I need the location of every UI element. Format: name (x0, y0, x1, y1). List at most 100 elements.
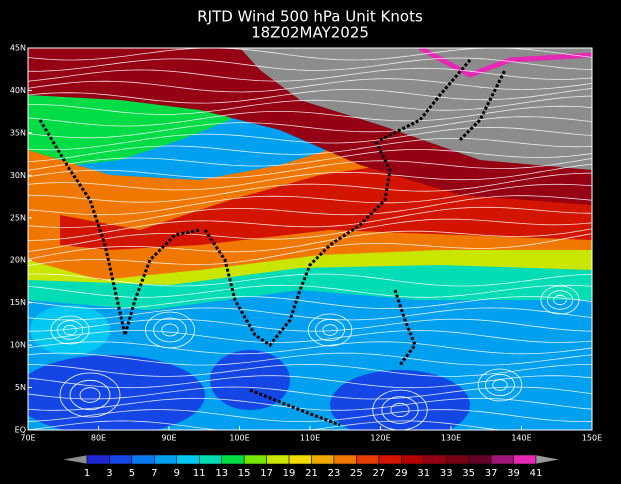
streamline (28, 341, 592, 355)
colorbar-box (266, 454, 290, 465)
colorbar-box (311, 454, 335, 465)
colorbar-label: 1 (84, 468, 90, 479)
colorbar-label: 21 (305, 468, 318, 479)
colorbar-label: 37 (485, 468, 498, 479)
streamline (28, 78, 592, 93)
colorbar-box (154, 454, 178, 465)
streamline (28, 149, 592, 171)
colorbar-label: 3 (106, 468, 112, 479)
colorbar-box (423, 454, 447, 465)
streamline (28, 138, 592, 163)
colorbar-box (356, 454, 380, 465)
colorbar-box (288, 454, 312, 465)
streamline (28, 307, 592, 321)
streamline (28, 409, 592, 422)
streamline (28, 273, 592, 287)
colorbar-box (221, 454, 245, 465)
lat-tick-label: 20N (10, 256, 26, 265)
field-contour (418, 48, 592, 78)
colorbar-box (131, 454, 155, 465)
colorbar-label: 29 (395, 468, 408, 479)
streamline-eddy (492, 379, 508, 391)
streamline-eddy (381, 396, 419, 424)
streamline (28, 105, 592, 127)
streamline (28, 284, 592, 298)
streamline (28, 218, 592, 252)
lon-tick-label: 110E (300, 434, 320, 443)
streamline (28, 67, 592, 82)
coastlines (38, 59, 507, 427)
colorbar-box (176, 454, 200, 465)
streamline-eddy (322, 324, 338, 336)
lon-tick-label: 120E (370, 434, 390, 443)
title: RJTD Wind 500 hPa Unit Knots (197, 8, 423, 26)
colorbar-label: 15 (238, 468, 251, 479)
streamline-eddy (79, 387, 101, 403)
streamline (28, 233, 592, 267)
colorbar-box (468, 454, 492, 465)
lon-tick-label: 130E (441, 434, 461, 443)
streamline-eddy (315, 318, 345, 342)
streamline (28, 352, 592, 366)
wind-field (28, 48, 592, 430)
colorbar-label: 9 (174, 468, 180, 479)
streamline (28, 296, 592, 310)
streamline (28, 88, 592, 104)
streamline (28, 95, 592, 115)
coastline (203, 139, 392, 348)
colorbar-label: 19 (283, 468, 296, 479)
colorbar-box (401, 454, 424, 465)
lon-tick-label: 90E (161, 434, 176, 443)
streamline (28, 116, 592, 139)
lon-tick-label: 150E (582, 434, 602, 443)
streamline (28, 228, 592, 260)
streamline-eddy (372, 389, 428, 430)
colorbar-label: 33 (440, 468, 453, 479)
lat-tick-label: 5N (15, 383, 26, 392)
streamlines (28, 48, 592, 430)
lon-tick-label: 80E (91, 434, 106, 443)
colorbar-box (378, 454, 402, 465)
streamline (28, 397, 592, 411)
streamline-eddy (485, 373, 515, 397)
colorbar-label: 31 (417, 468, 430, 479)
streamline-eddy (540, 285, 580, 315)
colorbar: 1 3 5 7 9 11 13 15 17 19 21 23 25 27 29 31 33 35 37 39 41 (61, 454, 561, 479)
colorbar-box (199, 454, 222, 465)
colorbar-label: 11 (193, 468, 206, 479)
coastline (38, 119, 201, 336)
streamline-eddy (390, 402, 410, 418)
streamline-eddy (56, 320, 84, 340)
colorbar-box (86, 454, 110, 465)
coastline (458, 69, 507, 142)
streamline (28, 172, 592, 203)
colorbar-box (333, 454, 357, 465)
lat-tick-label: 35N (10, 128, 26, 137)
colorbar-box (445, 454, 469, 465)
colorbar-arrow (535, 454, 561, 465)
lat-tick-label: 40N (10, 86, 26, 95)
lat-tick-label: 30N (10, 171, 26, 180)
streamline-eddy (59, 372, 121, 418)
lat-tick-label: EQ (15, 426, 26, 435)
lat-tick-label: 10N (10, 341, 26, 350)
streamline-eddy (69, 379, 111, 411)
streamline (28, 195, 592, 228)
coastline (379, 59, 472, 142)
streamline (28, 183, 592, 216)
colorbar-label: 39 (507, 468, 520, 479)
field-patch (30, 305, 110, 355)
streamline (28, 206, 592, 241)
lat-tick-label: 15N (10, 298, 26, 307)
streamline-eddy (63, 324, 77, 336)
colorbar-label: 23 (328, 468, 341, 479)
streamline (28, 330, 592, 343)
coastline (249, 388, 341, 427)
field-patch (210, 350, 290, 410)
streamline-eddy (553, 294, 567, 306)
streamline (28, 386, 592, 400)
lon-tick-label: 70E (20, 434, 35, 443)
streamline (28, 163, 592, 191)
